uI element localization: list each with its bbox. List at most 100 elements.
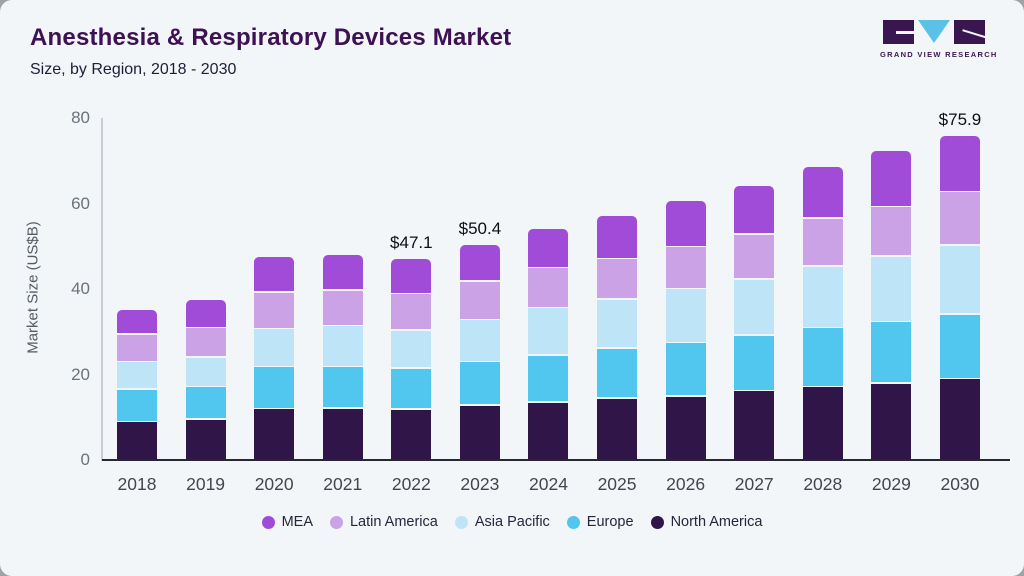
bar-2020-segment-asia-pacific[interactable] bbox=[254, 329, 295, 366]
bar-2024-segment-north-america[interactable] bbox=[528, 402, 569, 460]
bar-2030: $75.9 2030 bbox=[939, 110, 982, 494]
x-axis-line bbox=[102, 459, 1010, 461]
bar-2027-segment-latin-america[interactable] bbox=[734, 234, 775, 279]
bar-2022-value-label: $47.1 bbox=[390, 232, 433, 252]
legend-dot-icon bbox=[329, 515, 343, 529]
bar-2027-segment-mea[interactable] bbox=[734, 186, 775, 234]
bar-2024-segment-latin-america[interactable] bbox=[528, 268, 569, 307]
bar-2028-segment-latin-america[interactable] bbox=[802, 218, 843, 266]
bar-2026-segment-europe[interactable] bbox=[665, 343, 706, 396]
bar-2020-segment-mea[interactable] bbox=[254, 256, 295, 292]
logo-g-shape bbox=[883, 20, 914, 44]
bar-2021-segment-europe[interactable] bbox=[322, 367, 363, 408]
bar-2022: $47.1 2022 bbox=[390, 118, 433, 494]
bar-2026-segment-north-america[interactable] bbox=[665, 396, 706, 460]
bar-2029-segment-latin-america[interactable] bbox=[871, 207, 912, 256]
bar-2023-segment-north-america[interactable] bbox=[459, 405, 500, 460]
bar-2020-segment-latin-america[interactable] bbox=[254, 292, 295, 328]
bar-2026: 2026 bbox=[665, 118, 706, 494]
bar-2025-segment-europe[interactable] bbox=[597, 348, 638, 398]
bar-2029-segment-asia-pacific[interactable] bbox=[871, 256, 912, 321]
legend-item-asia-pacific[interactable]: Asia Pacific bbox=[454, 514, 550, 530]
bar-2019-segment-asia-pacific[interactable] bbox=[185, 357, 226, 386]
legend-item-europe[interactable]: Europe bbox=[566, 514, 634, 530]
bar-2030-segment-mea[interactable] bbox=[939, 135, 980, 191]
bar-2024-segment-mea[interactable] bbox=[528, 229, 569, 267]
legend-item-mea[interactable]: MEA bbox=[261, 514, 313, 530]
bar-2024: 2024 bbox=[528, 118, 569, 494]
bar-2025: 2025 bbox=[597, 118, 638, 494]
bar-2030-segment-latin-america[interactable] bbox=[939, 192, 980, 245]
bar-2019-segment-europe[interactable] bbox=[185, 387, 226, 419]
bar-2025-segment-asia-pacific[interactable] bbox=[597, 299, 638, 348]
bar-2023-segment-mea[interactable] bbox=[459, 244, 500, 281]
bar-2022-segment-north-america[interactable] bbox=[391, 409, 432, 460]
gvr-logo-icon bbox=[880, 20, 988, 45]
bar-2022-segment-mea[interactable] bbox=[391, 258, 432, 293]
bar-2021-segment-mea[interactable] bbox=[322, 254, 363, 290]
bar-2019-segment-latin-america[interactable] bbox=[185, 328, 226, 357]
bar-2018-segment-latin-america[interactable] bbox=[117, 334, 157, 361]
bar-2027-segment-north-america[interactable] bbox=[734, 391, 775, 460]
bar-2023-segment-europe[interactable] bbox=[459, 362, 500, 405]
bar-2030-segment-asia-pacific[interactable] bbox=[939, 245, 980, 314]
bar-2027-segment-europe[interactable] bbox=[734, 335, 775, 390]
legend-item-north-america[interactable]: North America bbox=[650, 514, 762, 530]
bar-2024-segment-asia-pacific[interactable] bbox=[528, 308, 569, 354]
bar-2027: 2027 bbox=[734, 118, 775, 494]
x-tick-2029: 2029 bbox=[871, 474, 911, 494]
bar-2025-segment-latin-america[interactable] bbox=[597, 259, 638, 299]
bar-2023-segment-asia-pacific[interactable] bbox=[459, 320, 500, 361]
bar-2028: 2028 bbox=[802, 118, 843, 494]
bar-2029-segment-europe[interactable] bbox=[871, 322, 912, 383]
bar-2019: 2019 bbox=[185, 118, 226, 494]
legend-item-latin-america[interactable]: Latin America bbox=[329, 514, 438, 530]
bar-2029-segment-mea[interactable] bbox=[871, 151, 912, 206]
bar-2018-segment-asia-pacific[interactable] bbox=[117, 362, 157, 389]
bar-2022-segment-europe[interactable] bbox=[391, 368, 432, 409]
bar-2022-segment-asia-pacific[interactable] bbox=[391, 330, 432, 368]
bar-2029-segment-north-america[interactable] bbox=[871, 383, 912, 460]
legend-label: MEA bbox=[281, 514, 313, 530]
y-tick-20: 20 bbox=[71, 364, 90, 384]
bar-2027-segment-asia-pacific[interactable] bbox=[734, 279, 775, 335]
bar-2018-segment-north-america[interactable] bbox=[117, 422, 157, 460]
bar-2021-segment-north-america[interactable] bbox=[322, 408, 363, 460]
bar-2026-segment-asia-pacific[interactable] bbox=[665, 289, 706, 342]
bar-2029: 2029 bbox=[871, 118, 912, 494]
legend-label: Europe bbox=[586, 514, 634, 530]
bar-2023-segment-latin-america[interactable] bbox=[459, 281, 500, 319]
legend-dot-icon bbox=[261, 515, 275, 529]
x-tick-2024: 2024 bbox=[529, 474, 568, 494]
bar-2026-segment-mea[interactable] bbox=[665, 200, 706, 246]
gvr-logo-wordmark: GRAND VIEW RESEARCH bbox=[880, 50, 998, 59]
legend: MEA Latin America Asia Pacific Europe North … bbox=[0, 514, 1024, 530]
bar-2030-segment-north-america[interactable] bbox=[939, 379, 980, 460]
bar-2028-segment-asia-pacific[interactable] bbox=[802, 266, 843, 327]
bar-2021-segment-latin-america[interactable] bbox=[322, 290, 363, 325]
bar-2018-segment-europe[interactable] bbox=[117, 389, 157, 421]
bar-2028-segment-north-america[interactable] bbox=[802, 387, 843, 460]
bar-2022-segment-latin-america[interactable] bbox=[391, 294, 432, 330]
bar-2020: 2020 bbox=[254, 118, 295, 494]
bar-2024-segment-europe[interactable] bbox=[528, 355, 569, 402]
bar-2025-segment-north-america[interactable] bbox=[597, 398, 638, 460]
bar-2020-segment-europe[interactable] bbox=[254, 367, 295, 408]
y-axis-line bbox=[101, 118, 103, 461]
bar-2021-segment-asia-pacific[interactable] bbox=[322, 326, 363, 366]
bar-2026-segment-latin-america[interactable] bbox=[665, 247, 706, 288]
bar-2025-segment-mea[interactable] bbox=[597, 215, 638, 258]
bar-2018-segment-mea[interactable] bbox=[117, 309, 157, 334]
bar-2028-segment-mea[interactable] bbox=[802, 167, 843, 218]
y-tick-0: 0 bbox=[80, 450, 90, 469]
x-tick-2026: 2026 bbox=[666, 474, 706, 494]
bar-2028-segment-europe[interactable] bbox=[802, 328, 843, 386]
legend-dot-icon bbox=[454, 515, 468, 529]
bar-2018: 2018 bbox=[117, 118, 157, 494]
bar-2030-segment-europe[interactable] bbox=[939, 314, 980, 378]
bar-2030-value-label: $75.9 bbox=[938, 109, 982, 129]
bar-2020-segment-north-america[interactable] bbox=[254, 409, 295, 460]
bar-2019-segment-north-america[interactable] bbox=[185, 419, 226, 460]
bar-2019-segment-mea[interactable] bbox=[185, 300, 226, 327]
